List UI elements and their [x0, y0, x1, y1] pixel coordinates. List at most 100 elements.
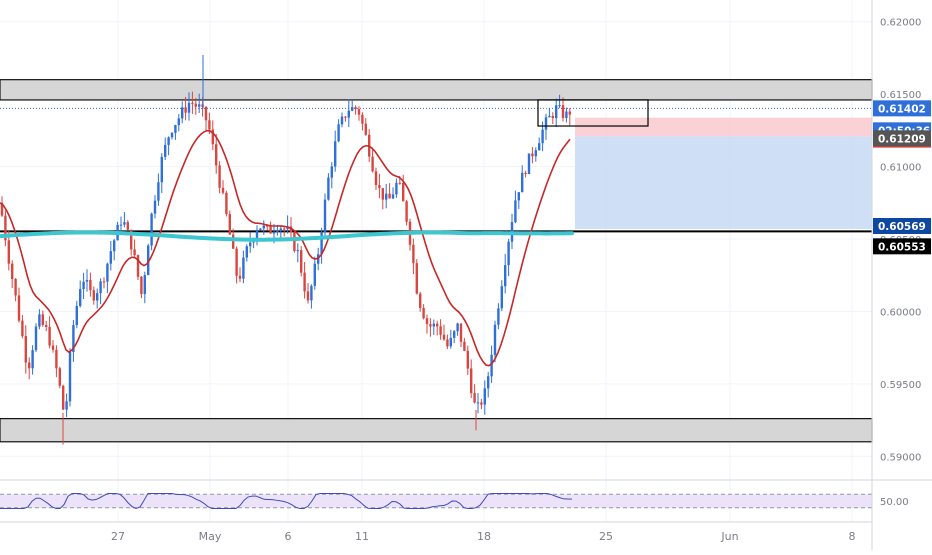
candle-body — [177, 118, 180, 126]
time-axis-label: Jun — [720, 530, 738, 543]
candle-body — [303, 272, 306, 292]
rsi-line — [0, 493, 573, 510]
time-axis-label: 8 — [849, 530, 856, 543]
rsi-axis-label: 50.00 — [880, 497, 909, 508]
candle-body — [449, 337, 452, 347]
candle-body — [31, 350, 34, 369]
price-axis-label: 0.61000 — [880, 163, 921, 174]
support-zone — [0, 418, 873, 443]
candle-body — [306, 291, 310, 301]
candle-body — [439, 326, 442, 335]
time-axis-label: 25 — [599, 530, 613, 543]
candle-body — [344, 116, 347, 118]
candle-body — [65, 401, 68, 410]
price-axis-label: 0.59500 — [880, 380, 921, 391]
candle-body — [354, 107, 357, 110]
candle-body — [524, 172, 527, 175]
time-axis-label: 18 — [477, 530, 491, 543]
candle-body — [364, 123, 367, 135]
candle-body — [109, 251, 112, 264]
candle-body — [558, 105, 561, 107]
price-axis-label: 0.59000 — [880, 452, 921, 463]
candle-body — [493, 324, 497, 355]
candle-body — [521, 172, 524, 193]
price-badge-last-price — [873, 100, 931, 117]
candle-body — [436, 323, 439, 327]
candle-body — [164, 144, 167, 157]
candle-body — [398, 182, 401, 184]
candle-body — [14, 278, 17, 296]
candle-body — [531, 153, 534, 157]
candle-body — [283, 228, 286, 230]
candle-body — [483, 388, 486, 405]
candle-body — [425, 318, 429, 325]
candle-body — [487, 376, 490, 389]
time-axis-label: 6 — [285, 530, 292, 543]
stop-loss-zone — [575, 117, 872, 137]
candle-body — [391, 194, 395, 199]
candle-body — [473, 393, 476, 403]
candle-body — [432, 323, 435, 327]
candle-body — [453, 331, 456, 338]
candle-body — [194, 103, 197, 107]
candle-body — [347, 110, 350, 118]
candle-body — [198, 104, 201, 107]
candle-body — [0, 202, 4, 216]
candle-body — [167, 137, 170, 145]
candle-body — [4, 215, 7, 241]
candle-body — [58, 368, 61, 386]
candle-body — [565, 111, 568, 118]
candle-body — [113, 240, 116, 252]
candle-body — [170, 132, 174, 138]
candle-body — [99, 281, 102, 294]
candle-body — [337, 124, 340, 142]
candle-body — [561, 105, 565, 118]
candle-body — [300, 250, 303, 273]
candle-body — [218, 165, 221, 188]
candle-body — [351, 107, 354, 111]
candle-body — [62, 385, 65, 410]
candle-body — [490, 354, 493, 377]
candle-body — [55, 349, 58, 369]
candle-body — [249, 242, 252, 247]
candle-body — [340, 116, 344, 125]
candle-body — [123, 222, 126, 225]
candle-body — [456, 323, 459, 332]
candle-body — [68, 352, 72, 402]
candle-body — [184, 107, 187, 113]
candle-body — [92, 290, 95, 301]
candle-body — [259, 228, 262, 230]
candle-body — [133, 249, 136, 256]
resistance-zone — [0, 79, 873, 101]
candle-body — [187, 102, 191, 113]
candle-body — [459, 323, 463, 342]
candle-body — [181, 107, 184, 119]
candle-body — [143, 275, 146, 295]
candle-body — [262, 225, 265, 229]
price-badge-support-level — [873, 238, 931, 255]
candle-body — [429, 324, 432, 327]
price-badge-target-level — [873, 218, 931, 235]
candle-body — [235, 248, 238, 276]
candle-body — [41, 314, 44, 326]
consolidation-box — [537, 99, 649, 127]
candle-body — [320, 232, 323, 255]
candle-body — [130, 229, 133, 250]
candle-body — [174, 125, 177, 133]
candle-body — [568, 111, 571, 115]
candle-body — [504, 265, 507, 287]
candle-body — [147, 245, 150, 276]
candle-body — [310, 285, 313, 301]
candle-body — [225, 192, 228, 215]
candle-body — [160, 156, 163, 183]
time-axis-label: May — [199, 530, 222, 543]
candle-body — [79, 289, 82, 306]
candle-body — [232, 234, 235, 249]
candle-body — [313, 263, 316, 286]
candle-body — [106, 263, 109, 282]
candle-body — [446, 339, 449, 347]
time-axis-label: 11 — [355, 530, 369, 543]
candle-body — [385, 193, 388, 200]
